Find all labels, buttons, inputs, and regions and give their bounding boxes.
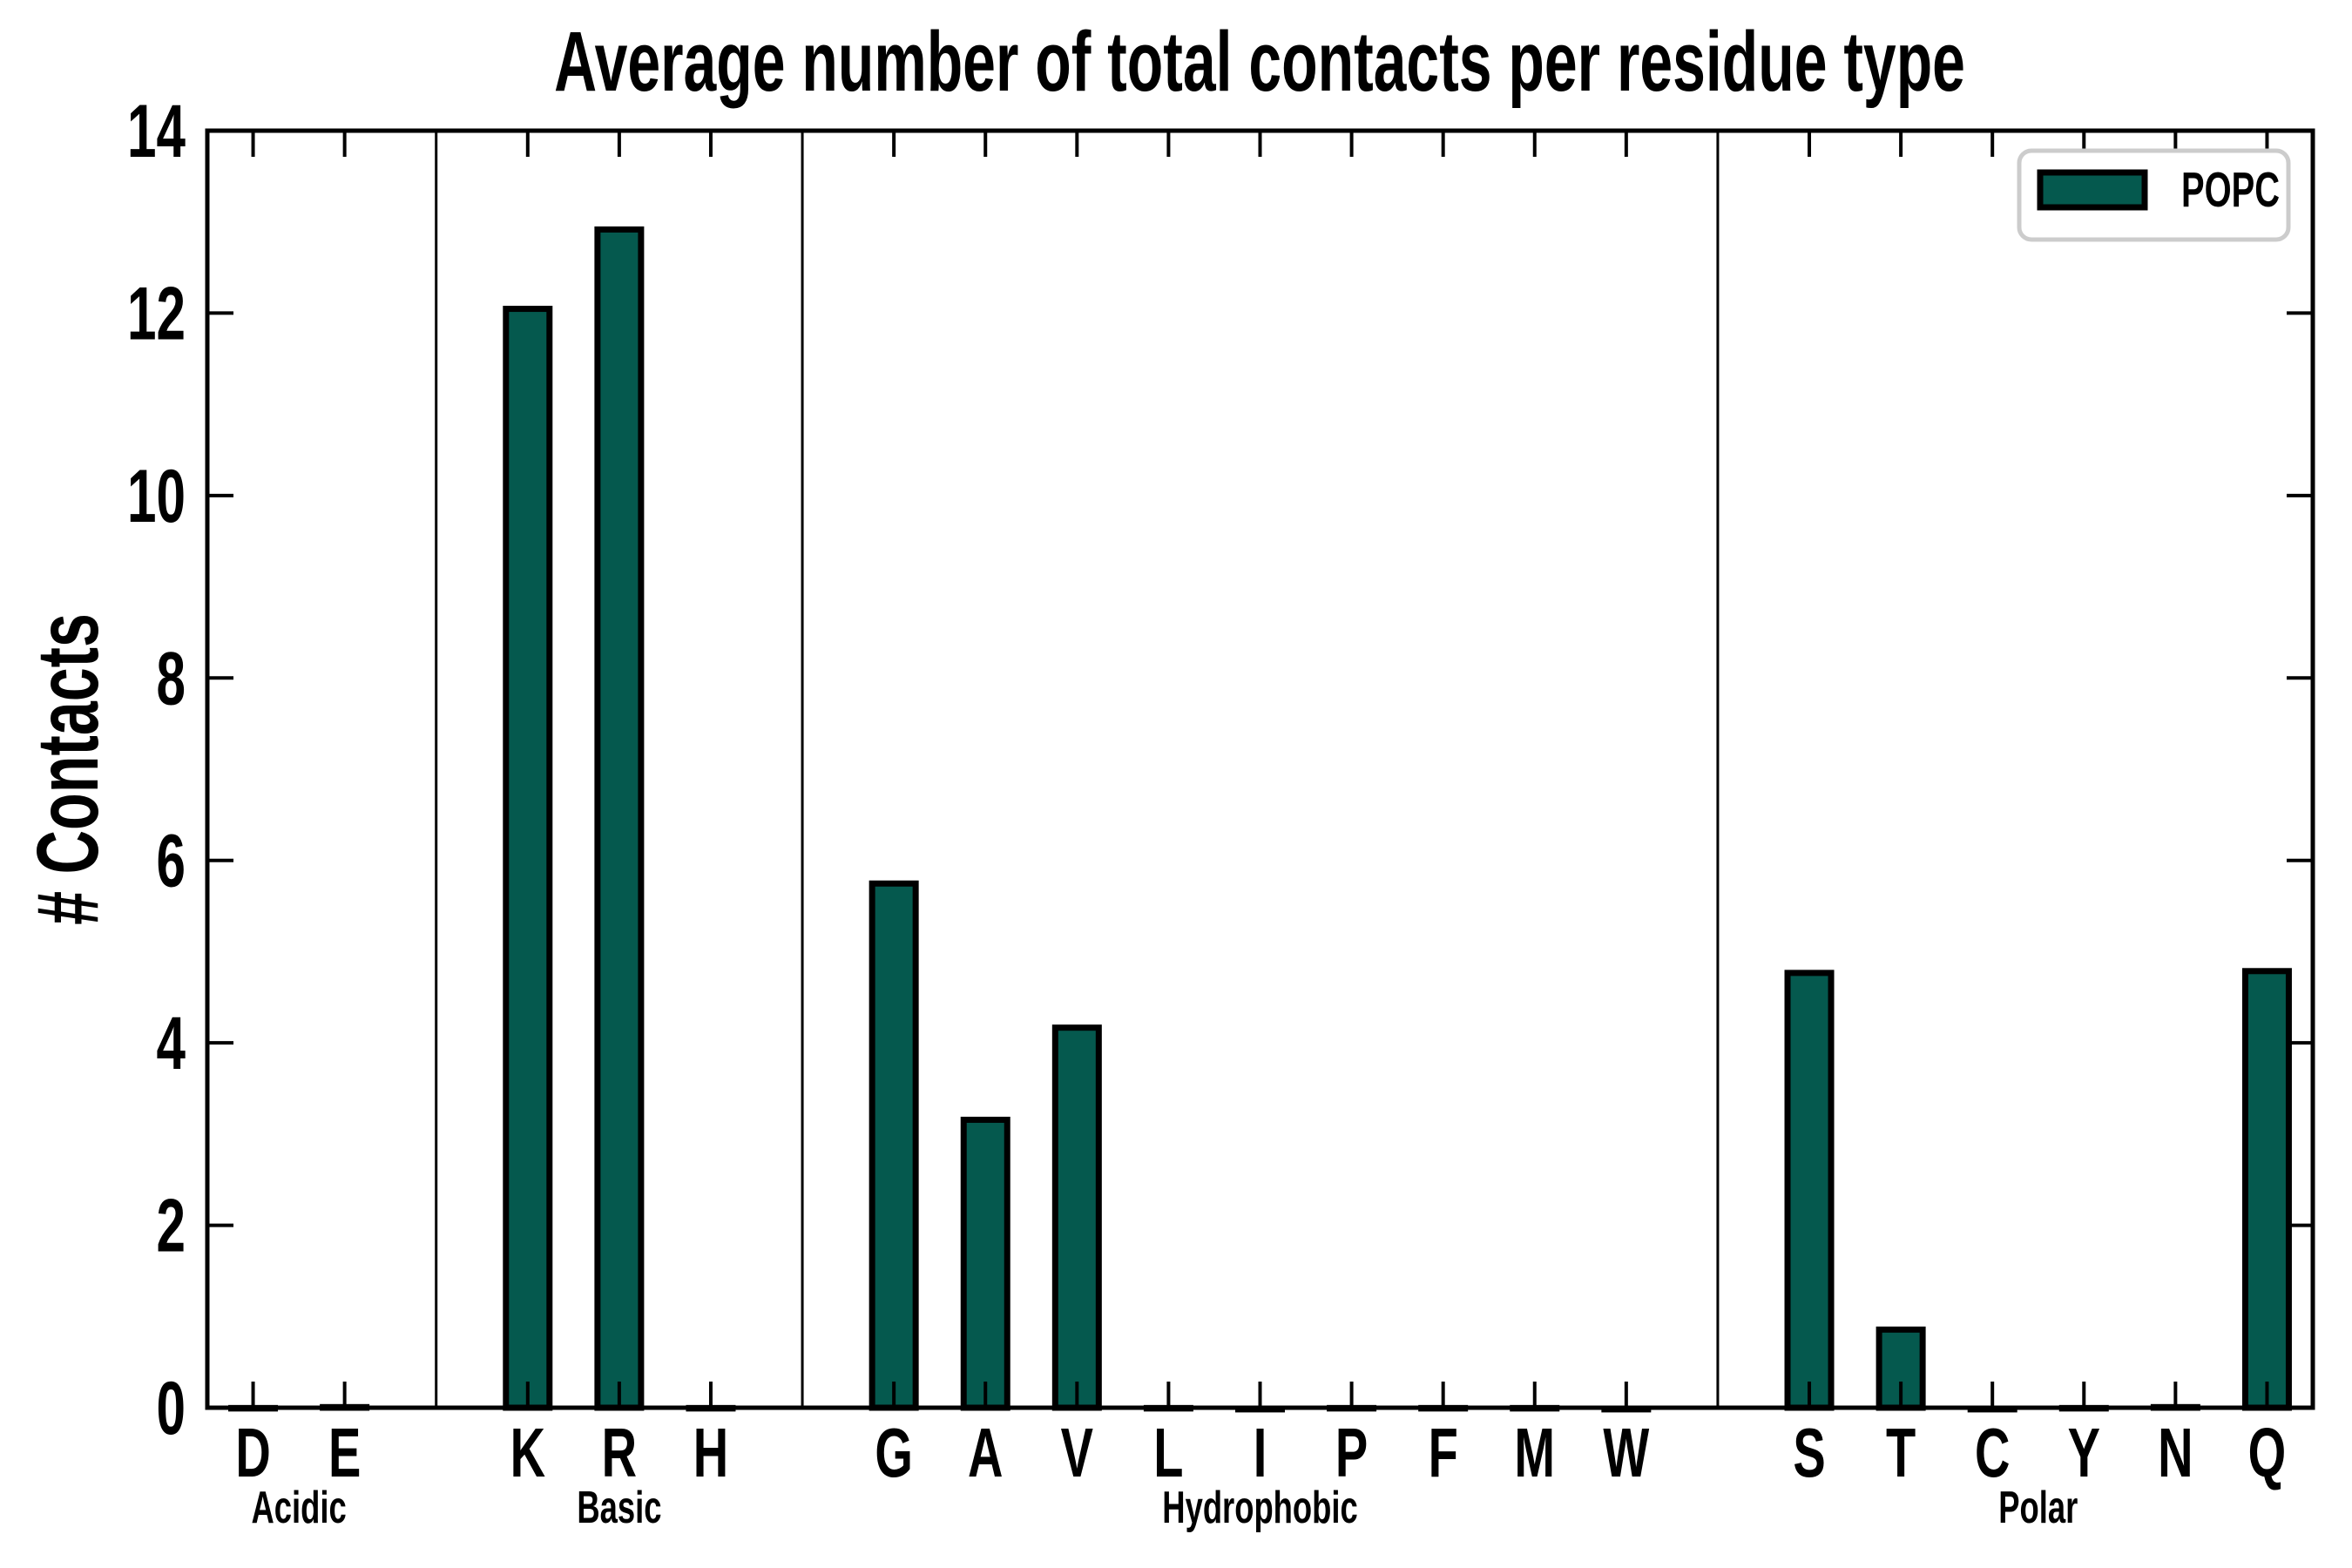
plot-frame xyxy=(205,128,2315,1410)
x-tick-label-P: P xyxy=(1335,1413,1368,1491)
legend-swatch-popc xyxy=(2037,169,2148,211)
y-tick-label-4: 4 xyxy=(157,1002,186,1085)
x-tick-label-I: I xyxy=(1254,1413,1267,1491)
x-tick-label-F: F xyxy=(1429,1413,1458,1491)
bar-Q xyxy=(2241,968,2292,1411)
legend-label-popc: POPC xyxy=(2181,162,2280,218)
group-label-hydrophobic: Hydrophobic xyxy=(1162,1481,1357,1532)
bars-layer xyxy=(228,226,2292,1413)
y-tick-label-0: 0 xyxy=(157,1366,186,1450)
x-tick-label-C: C xyxy=(1975,1413,2010,1491)
chart-title: Average number of total contacts per res… xyxy=(554,14,1965,109)
x-tick-label-T: T xyxy=(1886,1413,1916,1491)
x-tick-label-K: K xyxy=(510,1413,546,1491)
bar-K xyxy=(503,306,553,1411)
y-tick-label-2: 2 xyxy=(157,1184,186,1267)
y-tick-label-6: 6 xyxy=(157,819,186,902)
y-tick-label-10: 10 xyxy=(127,454,186,537)
y-tick-label-14: 14 xyxy=(127,89,186,172)
x-tick-label-N: N xyxy=(2158,1413,2193,1491)
x-tick-label-V: V xyxy=(1061,1413,1093,1491)
x-tick-label-E: E xyxy=(328,1413,361,1491)
group-label-basic: Basic xyxy=(577,1481,661,1532)
bar-G xyxy=(868,880,919,1411)
x-tick-label-M: M xyxy=(1514,1413,1555,1491)
y-tick-label-8: 8 xyxy=(157,637,186,720)
x-tick-label-R: R xyxy=(602,1413,637,1491)
y-axis-label: # Contacts xyxy=(20,613,117,925)
x-tick-label-S: S xyxy=(1793,1413,1825,1491)
x-tick-label-W: W xyxy=(1603,1413,1650,1491)
x-tick-label-L: L xyxy=(1153,1413,1183,1491)
x-tick-label-Q: Q xyxy=(2248,1413,2287,1491)
group-label-polar: Polar xyxy=(1998,1481,2078,1532)
bar-R xyxy=(594,226,645,1411)
bar-A xyxy=(960,1116,1010,1411)
y-tick-label-12: 12 xyxy=(127,272,186,355)
x-tick-label-D: D xyxy=(235,1413,270,1491)
x-tick-label-A: A xyxy=(968,1413,1003,1491)
group-label-acidic: Acidic xyxy=(251,1481,346,1532)
x-tick-label-G: G xyxy=(875,1413,913,1491)
x-tick-label-Y: Y xyxy=(2068,1413,2100,1491)
bar-V xyxy=(1051,1024,1102,1411)
bar-S xyxy=(1784,970,1835,1411)
x-tick-label-H: H xyxy=(693,1413,728,1491)
legend: POPC xyxy=(2017,148,2291,242)
